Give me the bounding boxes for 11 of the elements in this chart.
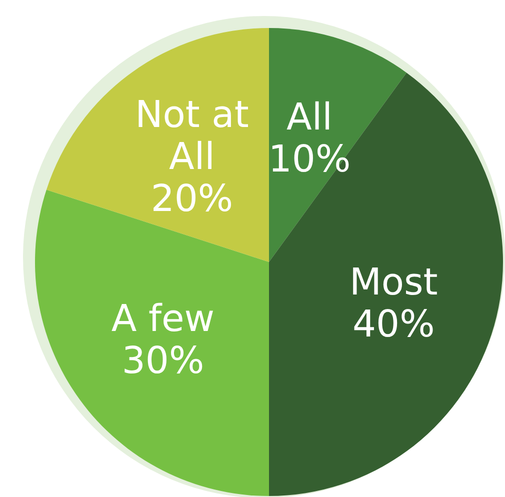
slice-label: Not at All	[135, 92, 249, 178]
data-label: 40%	[352, 302, 435, 345]
pie-slice	[269, 28, 407, 262]
slice-label: Most	[349, 260, 438, 303]
pie-slice	[269, 72, 503, 496]
data-label: 30%	[122, 338, 204, 382]
slice-label: All	[286, 94, 332, 138]
data-label: 10%	[268, 136, 351, 180]
pie-slice	[46, 28, 269, 262]
data-label: 20%	[150, 176, 234, 220]
slice-label: A few	[111, 296, 215, 340]
